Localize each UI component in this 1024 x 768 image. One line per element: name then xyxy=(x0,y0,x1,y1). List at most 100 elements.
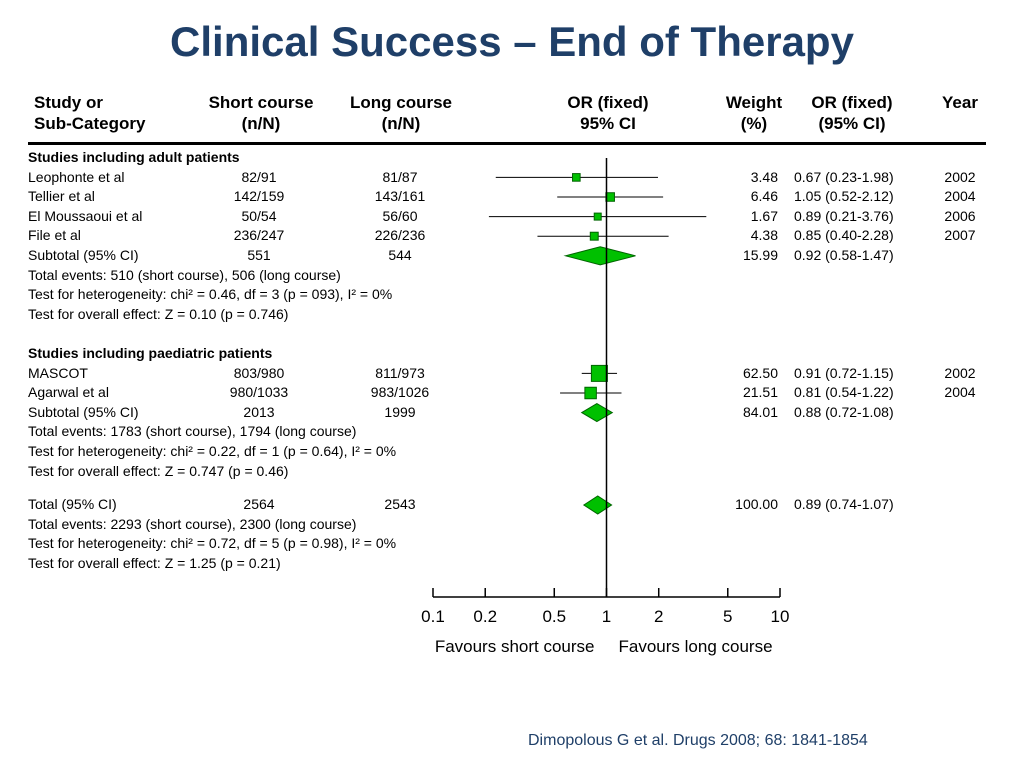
header-weight-line1: Weight xyxy=(725,93,783,112)
x-tick-label: 2 xyxy=(654,607,663,626)
or-ci-value: 0.89 (0.74-1.07) xyxy=(794,496,894,513)
study-name: Tellier et al xyxy=(28,188,95,205)
header-weight: Weight (%) xyxy=(714,92,794,134)
header-long-line2: (n/N) xyxy=(381,114,421,133)
header-or-value: OR (fixed) (95% CI) xyxy=(796,92,908,134)
or-ci-value: 0.92 (0.58-1.47) xyxy=(794,247,894,263)
or-ci-value: 0.91 (0.72-1.15) xyxy=(794,364,894,381)
short-course-count: 551 xyxy=(247,247,271,263)
stats-note: Total events: 2293 (short course), 2300 … xyxy=(28,515,357,532)
header-divider xyxy=(28,142,986,145)
weight-value: 4.38 xyxy=(750,227,778,244)
weight-value: 3.48 xyxy=(750,168,778,185)
study-year: 2002 xyxy=(944,364,976,381)
point-estimate-square xyxy=(590,364,608,382)
header-short-line2: (n/N) xyxy=(241,114,281,133)
point-estimate-square xyxy=(593,212,602,221)
header-year: Year xyxy=(934,92,986,113)
pooled-estimate-diamond xyxy=(563,246,636,266)
or-ci-value: 0.67 (0.23-1.98) xyxy=(794,168,894,185)
weight-value: 100.00 xyxy=(735,496,778,513)
header-or-plot: OR (fixed) 95% CI xyxy=(538,92,678,134)
weight-value: 62.50 xyxy=(742,364,778,381)
slide-title: Clinical Success – End of Therapy xyxy=(170,18,854,65)
stats-note: Test for heterogeneity: chi² = 0.46, df … xyxy=(28,286,393,303)
study-name: MASCOT xyxy=(28,364,88,381)
or-ci-value: 0.88 (0.72-1.08) xyxy=(794,403,894,420)
header-orval-line1: OR (fixed) xyxy=(811,93,893,112)
study-year: 2002 xyxy=(944,168,976,185)
study-name: File et al xyxy=(28,227,81,244)
long-course-count: 2543 xyxy=(384,496,416,513)
stats-note: Total events: 510 (short course), 506 (l… xyxy=(28,266,341,283)
header-long-course: Long course (n/N) xyxy=(336,92,466,134)
header-weight-line2: (%) xyxy=(740,114,768,133)
group-heading: Studies including adult patients xyxy=(28,149,240,165)
group-heading: Studies including paediatric patients xyxy=(28,345,273,361)
favours-long-label: Favours long course xyxy=(619,637,773,656)
short-course-count: 980/1033 xyxy=(229,384,289,401)
stats-note: Test for overall effect: Z = 0.10 (p = 0… xyxy=(28,305,289,322)
pooled-estimate-diamond xyxy=(580,403,614,423)
short-course-count: 50/54 xyxy=(241,207,277,224)
study-year: 2006 xyxy=(944,207,976,224)
weight-value: 21.51 xyxy=(742,384,778,401)
header-long-line1: Long course xyxy=(349,93,452,112)
or-ci-value: 0.81 (0.54-1.22) xyxy=(794,384,894,401)
study-year: 2004 xyxy=(944,188,976,205)
or-ci-value: 0.89 (0.21-3.76) xyxy=(794,207,894,224)
study-year: 2007 xyxy=(944,227,976,244)
x-tick-label: 1 xyxy=(602,607,611,626)
stats-note: Test for heterogeneity: chi² = 0.22, df … xyxy=(28,443,397,459)
header-year-label: Year xyxy=(942,93,978,112)
header-short-course: Short course (n/N) xyxy=(196,92,326,134)
short-course-count: 236/247 xyxy=(233,227,285,244)
or-ci-value: 1.05 (0.52-2.12) xyxy=(794,188,894,205)
header-study-line1: Study or xyxy=(34,93,103,112)
weight-value: 1.67 xyxy=(750,207,778,224)
long-course-count: 143/161 xyxy=(374,188,426,205)
long-course-count: 1999 xyxy=(384,403,416,420)
header-or-line2: 95% CI xyxy=(580,114,636,133)
citation: Dimopolous G et al. Drugs 2008; 68: 1841… xyxy=(528,732,868,749)
weight-value: 6.46 xyxy=(750,188,778,205)
header-orval-line2: (95% CI) xyxy=(818,114,886,133)
x-tick-label: 10 xyxy=(771,607,790,626)
or-ci-value: 0.85 (0.40-2.28) xyxy=(794,227,894,244)
stats-note: Test for overall effect: Z = 1.25 (p = 0… xyxy=(28,555,281,571)
x-tick-label: 0.1 xyxy=(421,607,445,626)
study-year: 2004 xyxy=(944,384,976,401)
long-course-count: 226/236 xyxy=(374,227,426,244)
x-tick-label: 0.2 xyxy=(473,607,497,626)
long-course-count: 544 xyxy=(388,247,412,263)
short-course-count: 142/159 xyxy=(233,188,285,205)
header-study: Study or Sub-Category xyxy=(34,92,145,134)
header-or-line1: OR (fixed) xyxy=(567,93,649,112)
long-course-count: 983/1026 xyxy=(370,384,430,401)
point-estimate-square xyxy=(589,231,599,241)
header-study-line2: Sub-Category xyxy=(34,114,146,133)
subtotal-label: Subtotal (95% CI) xyxy=(28,403,139,420)
pooled-estimate-diamond xyxy=(582,495,613,515)
stats-note: Total events: 1783 (short course), 1794 … xyxy=(28,423,357,440)
short-course-count: 2564 xyxy=(243,496,275,513)
weight-value: 15.99 xyxy=(742,247,778,263)
long-course-count: 81/87 xyxy=(382,168,418,185)
long-course-count: 56/60 xyxy=(382,207,418,224)
study-name: Leophonte et al xyxy=(28,168,125,185)
point-estimate-square xyxy=(584,386,597,400)
x-tick-label: 0.5 xyxy=(542,607,566,626)
study-name: El Moussaoui et al xyxy=(28,207,143,224)
stats-note: Test for heterogeneity: chi² = 0.72, df … xyxy=(28,535,397,552)
header-short-line1: Short course xyxy=(208,93,314,112)
study-name: Agarwal et al xyxy=(28,384,109,401)
long-course-count: 811/973 xyxy=(375,364,425,381)
favours-short-label: Favours short course xyxy=(435,637,595,656)
point-estimate-square xyxy=(572,173,581,182)
subtotal-label: Total (95% CI) xyxy=(28,496,117,513)
short-course-count: 82/91 xyxy=(241,168,277,185)
short-course-count: 2013 xyxy=(243,403,275,420)
weight-value: 84.01 xyxy=(742,403,778,420)
subtotal-label: Subtotal (95% CI) xyxy=(28,247,139,263)
